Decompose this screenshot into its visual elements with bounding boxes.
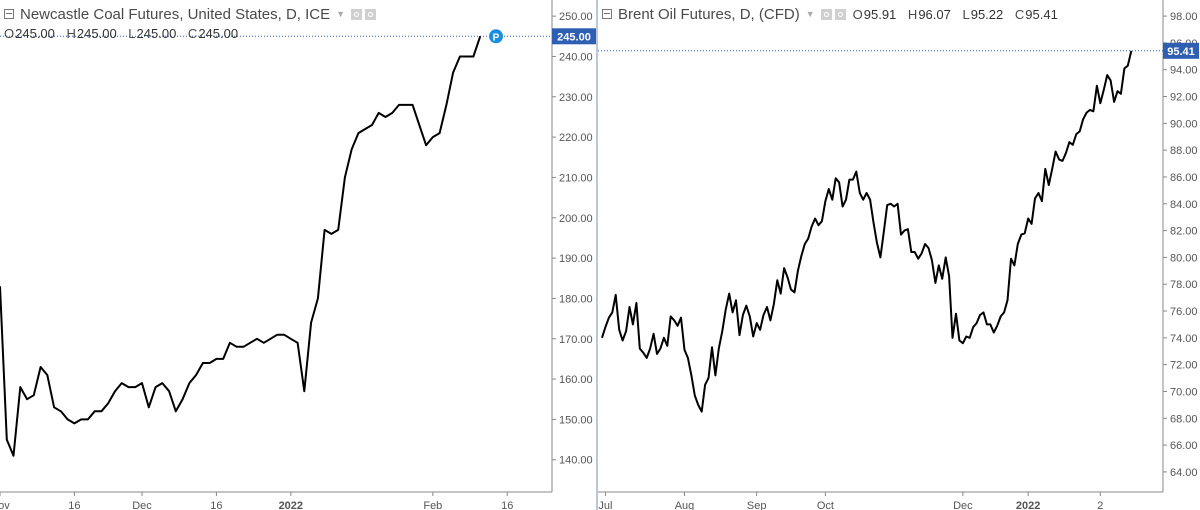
y-tick-label: 94.00	[1170, 65, 1198, 77]
brent-title: Brent Oil Futures, D, (CFD)	[618, 5, 800, 23]
collapse-icon[interactable]	[602, 9, 612, 19]
x-tick-label: Nov	[0, 500, 10, 510]
y-tick-label: 64.00	[1170, 467, 1198, 479]
x-tick-label: Dec	[953, 500, 973, 510]
x-tick-label: Feb	[423, 500, 442, 510]
y-tick-label: 210.00	[559, 172, 593, 184]
y-tick-label: 250.00	[559, 11, 593, 23]
settings-icon[interactable]	[365, 8, 377, 20]
x-tick-label: 16	[210, 500, 222, 510]
y-tick-label: 170.00	[559, 334, 593, 346]
y-tick-label: 66.00	[1170, 440, 1198, 452]
y-tick-label: 80.00	[1170, 252, 1198, 264]
y-tick-label: 72.00	[1170, 360, 1198, 372]
y-tick-label: 68.00	[1170, 413, 1198, 425]
y-tick-label: 92.00	[1170, 92, 1198, 104]
y-tick-label: 180.00	[559, 293, 593, 305]
last-price-tag-label: 245.00	[557, 31, 591, 43]
coal-ohlc: O245.00 H245.00 L245.00 C245.00	[4, 26, 239, 41]
last-price-tag	[552, 28, 596, 45]
last-price-tag-label: 95.41	[1167, 46, 1195, 58]
brent-ohlc: O95.91 H96.07 L95.22 C95.41	[852, 6, 1058, 22]
eye-icon[interactable]	[820, 8, 832, 20]
brent-legend: Brent Oil Futures, D, (CFD) ▼ O95.91 H96…	[602, 4, 1066, 24]
eye-icon[interactable]	[351, 8, 363, 20]
dropdown-caret-icon[interactable]: ▼	[336, 9, 346, 19]
last-price-tag	[1163, 42, 1199, 59]
y-tick-label: 98.00	[1170, 11, 1198, 23]
y-tick-label: 150.00	[559, 414, 593, 426]
x-tick-label: Aug	[675, 500, 695, 510]
price-series-line[interactable]	[601, 50, 1133, 413]
coal-chart-pane[interactable]: 140.00 150.00 160.00 170.00 180.00 190.00 200.…	[0, 0, 596, 510]
pane-divider[interactable]	[596, 0, 598, 510]
y-tick-label: 220.00	[559, 132, 593, 144]
collapse-icon[interactable]	[4, 9, 14, 19]
y-tick-label: 230.00	[559, 92, 593, 104]
y-tick-label: 82.00	[1170, 226, 1198, 238]
brent-chart-svg[interactable]: 64.00 66.00 68.00 70.00 72.00 74.00 76.00 78.00…	[598, 0, 1200, 510]
price-series-line[interactable]	[0, 35, 482, 457]
coal-legend: Newcastle Coal Futures, United States, D…	[4, 4, 379, 41]
x-tick-label: 16	[68, 500, 80, 510]
coal-chart-svg[interactable]: 140.00 150.00 160.00 170.00 180.00 190.00 200.…	[0, 0, 596, 510]
y-tick-label: 70.00	[1170, 386, 1198, 398]
settings-icon[interactable]	[834, 8, 846, 20]
y-tick-label: 78.00	[1170, 279, 1198, 291]
y-tick-label: 90.00	[1170, 118, 1198, 130]
y-tick-label: 76.00	[1170, 306, 1198, 318]
coal-title: Newcastle Coal Futures, United States, D…	[20, 5, 331, 23]
y-tick-label: 88.00	[1170, 145, 1198, 157]
y-tick-label: 74.00	[1170, 333, 1198, 345]
y-tick-label: 84.00	[1170, 199, 1198, 211]
y-tick-label: 190.00	[559, 253, 593, 265]
x-tick-label: 2022	[1016, 500, 1040, 510]
x-tick-label: 2	[1097, 500, 1103, 510]
x-tick-label: 2022	[279, 500, 303, 510]
y-tick-label: 240.00	[559, 51, 593, 63]
publication-marker-icon[interactable]	[489, 29, 503, 44]
x-tick-label: Sep	[747, 500, 767, 510]
brent-chart-pane[interactable]: 64.00 66.00 68.00 70.00 72.00 74.00 76.00 78.00…	[598, 0, 1200, 510]
publication-marker-letter: P	[493, 32, 500, 43]
x-tick-label: Oct	[817, 500, 834, 510]
y-tick-label: 86.00	[1170, 172, 1198, 184]
x-tick-label: Jul	[598, 500, 612, 510]
x-tick-label: 16	[501, 500, 513, 510]
x-tick-label: Dec	[132, 500, 152, 510]
dropdown-caret-icon[interactable]: ▼	[805, 9, 815, 19]
y-tick-label: 140.00	[559, 455, 593, 467]
y-tick-label: 200.00	[559, 213, 593, 225]
y-tick-label: 160.00	[559, 374, 593, 386]
